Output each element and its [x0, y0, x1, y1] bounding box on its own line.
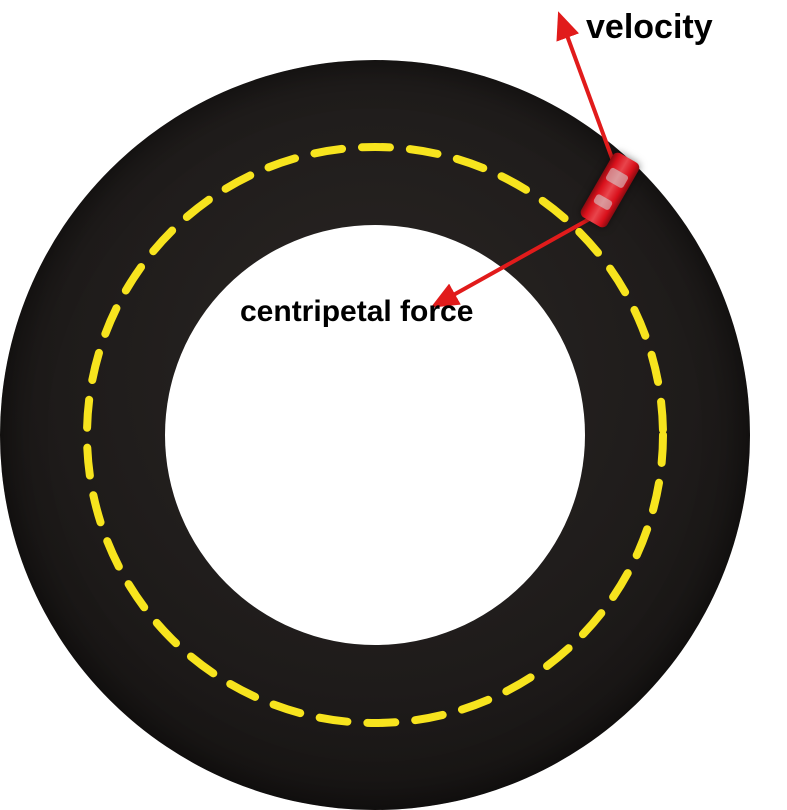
velocity-label: velocity	[586, 8, 713, 47]
arrows	[0, 0, 787, 808]
car-window-rear	[593, 193, 614, 211]
diagram-container: velocity centripetal force	[0, 0, 787, 808]
centripetal-label: centripetal force	[240, 295, 473, 329]
car-window-front	[605, 167, 628, 188]
centripetal-arrow	[448, 212, 602, 298]
